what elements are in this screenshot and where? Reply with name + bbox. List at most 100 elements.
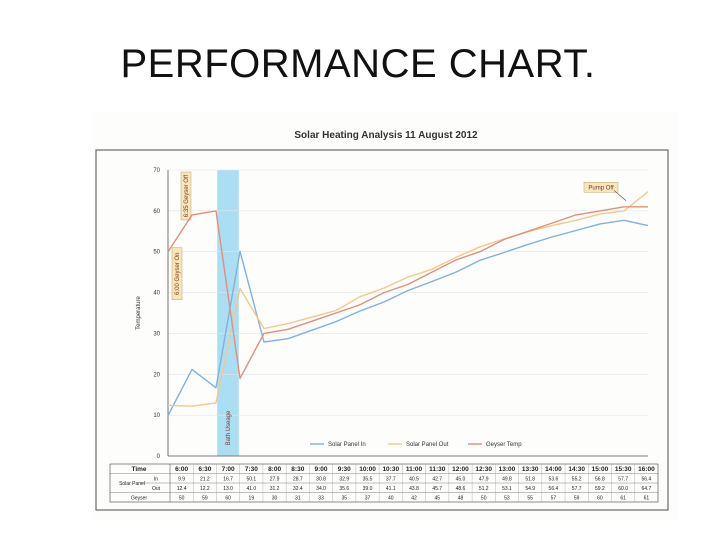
table-out-cell: 43.8 (409, 486, 419, 492)
table-time-cell: 12:00 (452, 466, 469, 473)
slide-title: PERFORMANCE CHART. (120, 42, 596, 86)
y-axis-label: Temperature (136, 295, 142, 329)
table-geyser-cell: 35 (342, 496, 348, 502)
table-time-cell: 6:00 (175, 466, 188, 473)
chart-frame (95, 149, 669, 511)
table-time-cell: 14:30 (568, 466, 585, 473)
table-out-cell: 12.4 (177, 486, 187, 492)
table-time-cell: 8:30 (291, 466, 304, 473)
table-time-cell: 12:30 (475, 466, 492, 473)
table-time-cell: 15:00 (592, 466, 609, 473)
table-in-cell: 37.7 (386, 477, 396, 483)
annotation-geyser-off-box (180, 171, 192, 221)
table-in-cell: 30.8 (316, 477, 326, 483)
table-in-cell: 57.7 (618, 477, 628, 483)
table-time-cell: 9:00 (315, 466, 328, 473)
y-tick-label: 40 (153, 291, 160, 297)
table-out-cell: 60.0 (618, 486, 628, 492)
table-time-label: Time (131, 466, 146, 473)
annotation-geyser-on: 6:00 Geyser On (175, 253, 181, 295)
table-geyser-cell: 60 (225, 496, 231, 502)
table-out-cell: 41.1 (386, 486, 396, 492)
table-in-cell: 35.5 (363, 477, 373, 483)
table-out-cell: 39.0 (363, 486, 373, 492)
table-time-cell: 10:00 (359, 466, 376, 473)
y-tick-label: 60 (153, 209, 160, 215)
table-out-cell: 64.7 (642, 486, 652, 492)
table-time-cell: 13:30 (522, 466, 539, 473)
table-time-cell: 7:00 (222, 466, 235, 473)
series-line-solar-panel-out (167, 191, 649, 407)
table-in-cell: 9.9 (178, 477, 185, 483)
table-out-cell: 31.2 (270, 486, 280, 492)
table-geyser-cell: 50 (179, 496, 185, 502)
table-geyser-cell: 50 (481, 496, 487, 502)
table-out-label: Out (152, 486, 161, 492)
series-line-solar-panel-in (167, 219, 649, 416)
table-time-cell: 8:00 (268, 466, 281, 473)
table-in-cell: 51.8 (525, 477, 535, 483)
y-tick-label: 20 (153, 372, 160, 378)
table-geyser-cell: 30 (272, 496, 278, 502)
table-in-cell: 27.9 (270, 477, 280, 483)
annotation-geyser-on-box (171, 247, 183, 300)
table-time-cell: 11:30 (429, 466, 446, 473)
table-time-cell: 6:30 (198, 466, 211, 473)
table-geyser-cell: 45 (434, 496, 440, 502)
scanned-chart-page: Solar Heating Analysis 11 August 2012 0 10… (92, 112, 678, 520)
table-out-cell: 35.6 (339, 486, 349, 492)
table-geyser-cell: 42 (411, 496, 417, 502)
table-out-cell: 48.6 (456, 486, 466, 492)
annotation-pump-off: Pump Off (588, 185, 614, 191)
table-in-cell: 55.2 (572, 477, 582, 483)
table-out-cell: 12.2 (200, 486, 210, 492)
y-tick-label: 10 (153, 413, 160, 419)
table-geyser-cell: 53 (504, 496, 510, 502)
bath-usage-band (217, 170, 239, 456)
table-geyser-cell: 57 (551, 496, 557, 502)
table-geyser-cell: 19 (249, 496, 255, 502)
annotation-geyser-off: 6:35 Geyser Off (184, 175, 190, 218)
table-geyser-cell: 60 (597, 496, 603, 502)
table-out-cell: 56.4 (549, 486, 559, 492)
table-out-cell: 34.0 (316, 486, 326, 492)
y-tick-label: 70 (153, 168, 160, 174)
table-in-cell: 16.7 (223, 477, 233, 483)
table-geyser-cell: 37 (365, 496, 371, 502)
table-time-cell: 9:30 (338, 466, 351, 473)
table-in-cell: 50.1 (246, 477, 256, 483)
table-geyser-cell: 48 (458, 496, 464, 502)
table-time-cell: 15:30 (615, 466, 632, 473)
table-out-cell: 41.0 (246, 486, 256, 492)
table-geyser-cell: 61 (620, 496, 626, 502)
table-solar-panel-label: Solar Panel (119, 481, 145, 487)
table-in-cell: 21.2 (200, 477, 210, 483)
table-in-cell: 56.8 (595, 477, 605, 483)
table-out-cell: 32.4 (293, 486, 303, 492)
chart-title: Solar Heating Analysis 11 August 2012 (294, 130, 478, 141)
table-out-cell: 53.1 (502, 486, 512, 492)
table-in-cell: 28.7 (293, 477, 303, 483)
legend-label: Solar Panel Out (406, 442, 449, 448)
table-time-cell: 7:30 (245, 466, 258, 473)
table-time-cell: 16:00 (638, 466, 655, 473)
table-out-cell: 57.7 (572, 486, 582, 492)
table-time-cell: 13:00 (499, 466, 516, 473)
table-in-cell: 45.0 (456, 477, 466, 483)
table-geyser-label: Geyser (131, 496, 147, 502)
series-line-geyser-temp (167, 206, 648, 380)
table-time-cell: 11:00 (406, 466, 423, 473)
table-in-label: In (154, 477, 158, 483)
table-out-cell: 45.7 (432, 486, 442, 492)
y-tick-label: 30 (153, 331, 160, 337)
table-in-cell: 32.9 (339, 477, 349, 483)
table-in-cell: 42.7 (432, 477, 442, 483)
table-geyser-cell: 55 (527, 496, 533, 502)
table-out-cell: 54.9 (525, 486, 535, 492)
solar-heating-chart: Solar Heating Analysis 11 August 2012 0 10… (95, 130, 669, 511)
table-geyser-cell: 40 (388, 496, 394, 502)
table-in-cell: 53.6 (549, 477, 559, 483)
table-out-cell: 59.2 (595, 486, 605, 492)
table-out-cell: 13.0 (223, 486, 233, 492)
pump-off-arrow (613, 190, 627, 201)
